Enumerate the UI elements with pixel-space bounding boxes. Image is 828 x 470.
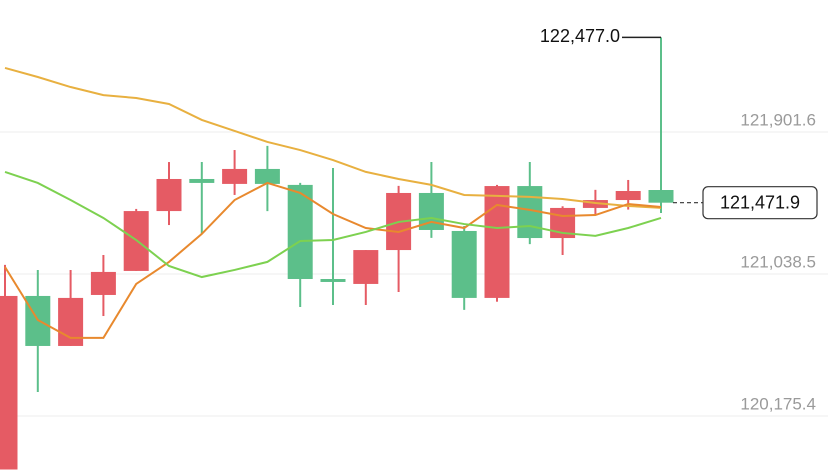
candle-body xyxy=(484,186,510,298)
candle-body xyxy=(254,168,280,184)
candle-body xyxy=(320,279,346,282)
high-marker-label: 122,477.0 xyxy=(540,26,620,46)
y-tick-label: 121,038.5 xyxy=(740,252,816,271)
candle-body xyxy=(353,250,379,284)
moving-average-line xyxy=(4,181,662,339)
last-price-label: 121,471.9 xyxy=(720,192,800,212)
candle-body xyxy=(287,184,313,280)
moving-average-line xyxy=(4,170,662,279)
y-tick-label: 121,901.6 xyxy=(740,110,816,129)
last-price-box xyxy=(702,186,818,220)
candle-body xyxy=(222,168,248,184)
candle-body xyxy=(648,190,674,203)
candle-body xyxy=(615,190,641,201)
candle-body xyxy=(90,271,116,295)
y-tick-label: 120,175.4 xyxy=(740,394,816,413)
candle-body xyxy=(189,178,215,183)
moving-average-line xyxy=(4,66,662,209)
candle-body xyxy=(0,295,18,470)
candle-body xyxy=(156,178,182,212)
candle-body xyxy=(451,230,477,298)
